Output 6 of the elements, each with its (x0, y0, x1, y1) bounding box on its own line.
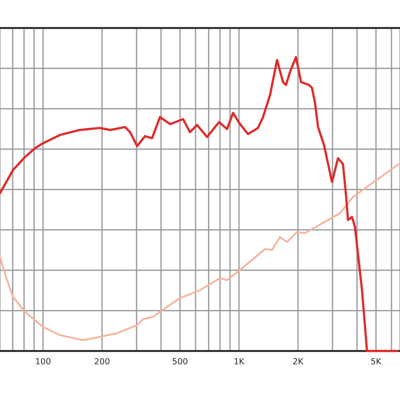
x-tick-label: 200 (94, 358, 110, 364)
x-tick-label: 5K (371, 358, 382, 364)
x-tick-label: 100 (36, 358, 50, 364)
x-tick-label: 500 (172, 358, 188, 364)
x-tick-label: 1K (234, 358, 245, 364)
x-tick-label: 2K (293, 358, 304, 364)
